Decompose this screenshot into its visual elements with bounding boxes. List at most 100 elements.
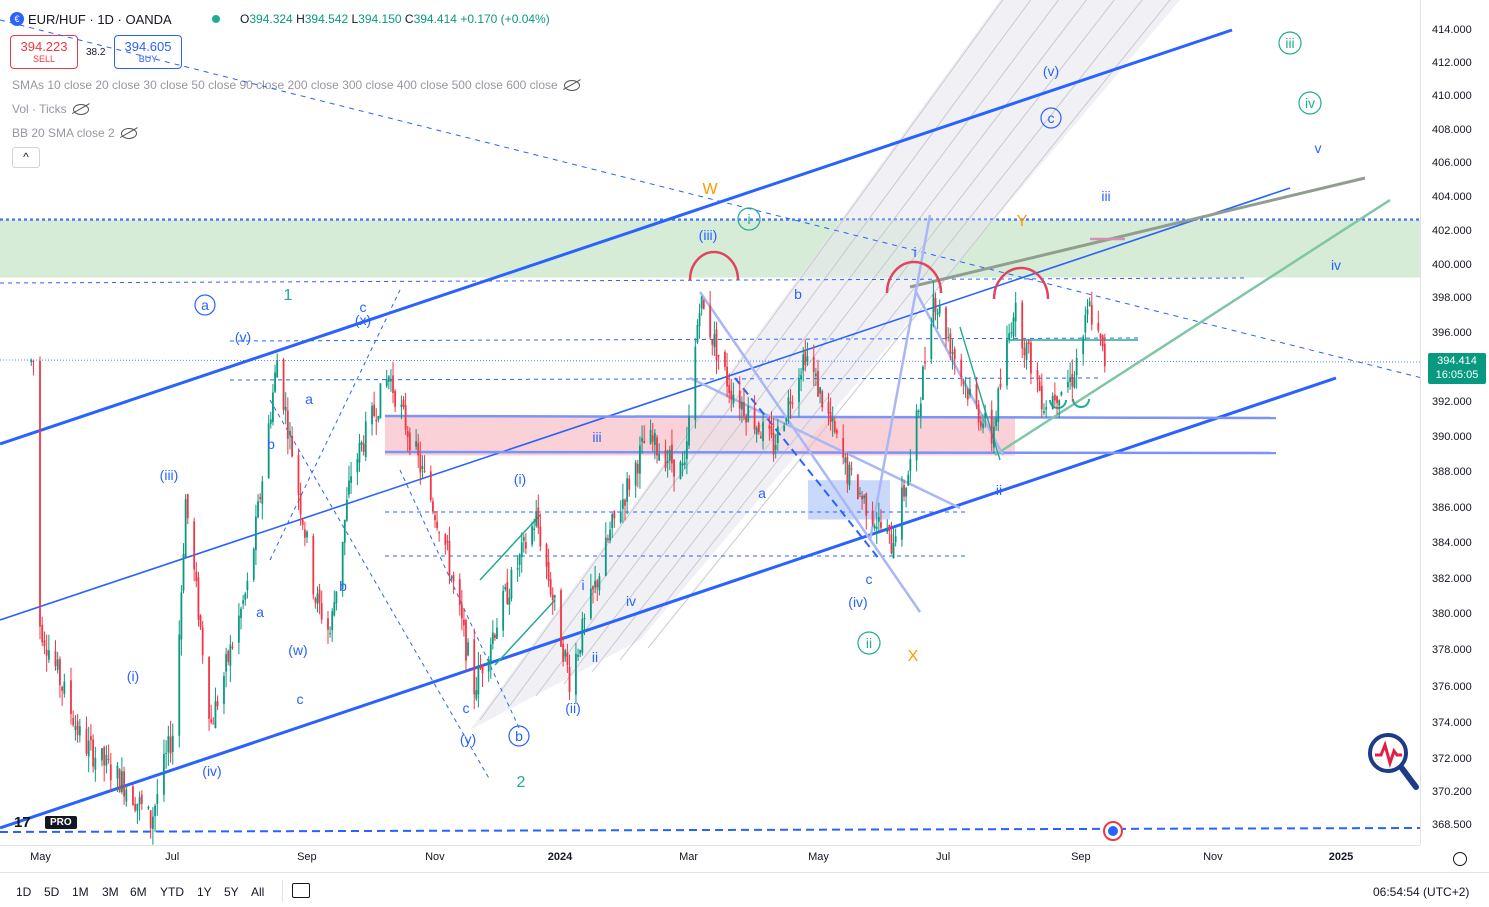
range-ytd-button[interactable]: YTD xyxy=(160,885,184,899)
candle-body xyxy=(101,748,103,761)
price-tick-label: 390.000 xyxy=(1432,431,1472,443)
candle xyxy=(504,583,507,592)
candle-body xyxy=(583,617,586,620)
range-1d-button[interactable]: 1D xyxy=(16,885,32,899)
candle-body xyxy=(522,537,525,541)
candle xyxy=(242,595,245,610)
candle-body xyxy=(510,569,513,599)
candle-body xyxy=(240,608,242,618)
candle xyxy=(859,487,861,498)
candle-body xyxy=(575,653,577,695)
candle-body xyxy=(423,470,426,472)
candle xyxy=(915,404,918,472)
candle-body xyxy=(624,499,626,506)
candle-body xyxy=(628,478,631,490)
candle xyxy=(698,303,701,339)
candle-body xyxy=(581,618,584,653)
candle-body xyxy=(892,543,895,559)
buy-button[interactable]: 394.605 BUY xyxy=(114,35,182,69)
symbol-title[interactable]: EUR/HUF · 1D · OANDA xyxy=(28,12,172,27)
candle xyxy=(592,585,594,604)
candle xyxy=(375,408,378,435)
wave-label-blue: a xyxy=(758,485,766,501)
range-1m-button[interactable]: 1M xyxy=(72,885,89,899)
candle xyxy=(47,634,50,663)
candle xyxy=(613,510,616,528)
wave-circle-blue xyxy=(1040,107,1062,129)
candle-body xyxy=(182,553,185,591)
level-399 xyxy=(0,277,1246,284)
time-axis[interactable] xyxy=(0,845,1420,872)
candle xyxy=(636,459,639,488)
candle-body xyxy=(568,667,571,693)
indicator-vol[interactable]: Vol · Ticks xyxy=(12,102,89,116)
candle xyxy=(831,406,834,437)
range-5d-button[interactable]: 5D xyxy=(44,885,60,899)
price-axis[interactable] xyxy=(1420,0,1489,845)
collapse-legend-button[interactable]: ^ xyxy=(12,147,40,168)
wave-label-blue-circled: a xyxy=(201,297,209,313)
time-tick-label: 2025 xyxy=(1328,851,1354,863)
candle xyxy=(78,718,81,743)
gear-icon[interactable] xyxy=(1453,852,1467,866)
candle xyxy=(715,321,718,375)
price-tick-label: 402.000 xyxy=(1432,225,1472,237)
wave-circle-blue xyxy=(194,294,216,316)
candle xyxy=(671,429,673,473)
range-6m-button[interactable]: 6M xyxy=(130,885,147,899)
candle-body xyxy=(156,794,159,804)
sell-button[interactable]: 394.223 SELL xyxy=(10,35,78,69)
candle xyxy=(30,358,33,366)
candle-body xyxy=(656,437,658,456)
candle-body xyxy=(171,735,174,752)
clock[interactable]: 06:54:54 (UTC+2) xyxy=(1373,885,1470,899)
candle-body xyxy=(681,463,684,466)
calendar-icon[interactable] xyxy=(292,883,310,898)
candle xyxy=(255,504,257,566)
range-1y-button[interactable]: 1Y xyxy=(197,885,212,899)
candle xyxy=(753,395,756,434)
candle xyxy=(63,673,66,698)
channel-upper-line xyxy=(0,28,1233,446)
market-open-indicator xyxy=(212,15,220,23)
hidden-eye-icon[interactable] xyxy=(563,80,580,92)
candle xyxy=(533,518,536,542)
candle-body xyxy=(408,432,411,451)
range-all-button[interactable]: All xyxy=(251,885,265,899)
candle xyxy=(604,522,607,577)
last-price-value: 394.414 xyxy=(1437,355,1477,367)
candle-body xyxy=(1082,336,1085,355)
candle xyxy=(982,414,984,434)
candle-body xyxy=(844,457,847,463)
candle xyxy=(1036,362,1039,393)
candle-body xyxy=(537,507,540,528)
hidden-eye-icon[interactable] xyxy=(72,104,89,116)
candle xyxy=(1103,333,1106,373)
bar-countdown: 16:05:05 xyxy=(1435,369,1479,381)
candle xyxy=(502,585,505,638)
indicator-bb[interactable]: BB 20 SMA close 2 xyxy=(12,126,137,140)
range-3m-button[interactable]: 3M xyxy=(102,885,119,899)
magnifier-icon[interactable] xyxy=(1366,733,1420,793)
candle-body xyxy=(45,649,48,656)
candle-body xyxy=(132,786,134,806)
price-chart[interactable]: (v)(x)cab(iii)(i)(iv)(w)cab(i)iii(y)c (ii… xyxy=(0,0,1420,845)
range-5y-button[interactable]: 5Y xyxy=(224,885,239,899)
wave-label-blue: c xyxy=(866,571,873,587)
candle-body xyxy=(577,654,579,657)
candle-body xyxy=(460,604,463,619)
candle-body xyxy=(551,594,554,601)
candle-body xyxy=(184,499,187,558)
hidden-eye-icon[interactable] xyxy=(120,128,137,140)
candle xyxy=(964,376,967,398)
candle-body xyxy=(465,620,467,661)
alert-badge-icon[interactable] xyxy=(1102,820,1124,842)
candle-body xyxy=(297,455,300,495)
wave-label-blue: (ii) xyxy=(565,700,581,716)
candle-body xyxy=(43,640,46,647)
indicator-sma[interactable]: SMAs 10 close 20 close 30 close 50 close… xyxy=(12,78,580,92)
price-tick-label: 386.000 xyxy=(1432,502,1472,514)
candle xyxy=(467,638,469,657)
candle xyxy=(757,421,760,435)
candle xyxy=(434,510,436,528)
